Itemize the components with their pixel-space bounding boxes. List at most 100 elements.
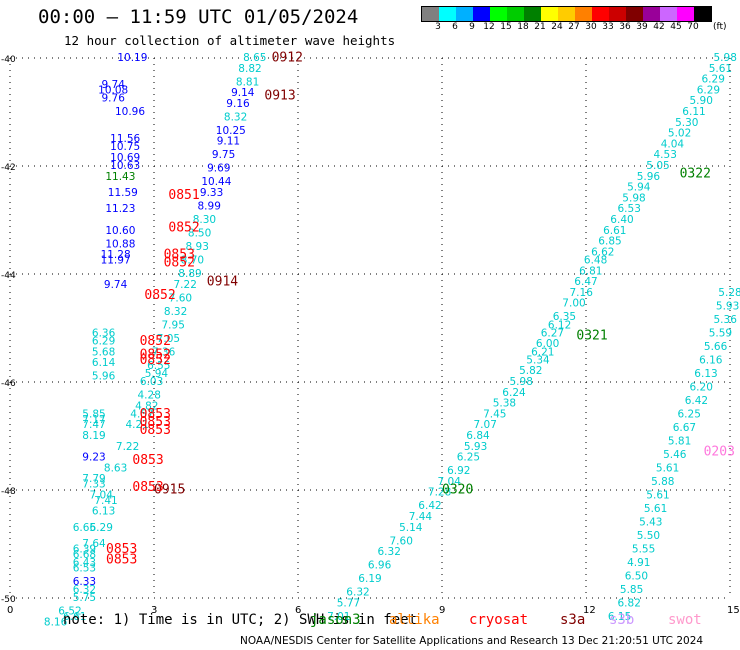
wave-height-label: 6.43 xyxy=(73,557,96,569)
pass-time-marker: 0853 xyxy=(140,407,171,422)
wave-height-label: 5.34 xyxy=(526,354,550,366)
wave-height-label: 8.63 xyxy=(104,462,127,474)
wave-height-label: 6.25 xyxy=(457,452,480,464)
color-swatch-12 xyxy=(626,7,643,21)
x-tick-label: 12 xyxy=(583,605,596,616)
color-swatch-15 xyxy=(677,7,694,21)
wave-height-label: 5.46 xyxy=(663,449,687,461)
wave-height-label: 6.68 xyxy=(73,549,96,561)
color-scale-label: 24 xyxy=(551,22,563,32)
wave-height-label: 6.29 xyxy=(90,522,113,534)
wave-height-label: 8.81 xyxy=(236,76,259,88)
wave-height-label: 10.60 xyxy=(105,225,135,237)
legend-altika: altika xyxy=(389,612,440,628)
wave-height-label: 5.93 xyxy=(716,300,739,312)
color-scale-label: 9 xyxy=(469,22,475,32)
wave-height-label: 6.32 xyxy=(378,546,401,558)
wave-height-label: 7.33 xyxy=(82,479,105,491)
legend-swot: swot xyxy=(668,612,702,628)
wave-height-label: 7.95 xyxy=(162,319,185,331)
wave-height-label: 6.96 xyxy=(368,560,392,572)
color-scale-label: 36 xyxy=(619,22,631,32)
color-swatch-6 xyxy=(524,7,541,21)
wave-height-label: 7.04 xyxy=(438,476,462,488)
color-swatch-4 xyxy=(490,7,507,21)
wave-height-label: 6.35 xyxy=(553,311,576,323)
pass-time-marker: 0853 xyxy=(132,453,163,468)
wave-height-label: 10.69 xyxy=(110,152,140,164)
pass-time-marker: 0852 xyxy=(140,348,171,363)
wave-height-label: 6.00 xyxy=(536,338,559,350)
wave-height-label: 6.81 xyxy=(579,265,602,277)
wave-height-label: 4.04 xyxy=(661,138,685,150)
y-tick-label: -48 xyxy=(1,487,16,497)
wave-height-label: 7.00 xyxy=(562,298,585,310)
wave-height-label: 9.33 xyxy=(200,187,223,199)
color-scale-labels: 3 6 9 12 15 18 21 24 27 30 33 36 39 42 45 70 xyxy=(421,22,740,34)
color-scale-label: 12 xyxy=(483,22,495,32)
color-scale-label: 45 xyxy=(670,22,682,32)
wave-height-label: 6.21 xyxy=(531,346,554,358)
wave-height-label: 6.13 xyxy=(694,368,717,380)
wave-height-label: 6.16 xyxy=(699,354,723,366)
pass-time-marker: 0914 xyxy=(207,275,238,290)
color-swatch-11 xyxy=(609,7,626,21)
wave-height-label: 10.44 xyxy=(201,176,231,188)
wave-height-label: 5.59 xyxy=(709,327,732,339)
footer-note: note: 1) Time is in UTC; 2) SWH is in fe… xyxy=(63,612,418,628)
wave-height-label: 6.65 xyxy=(73,522,96,534)
color-swatch-3 xyxy=(473,7,490,21)
wave-height-label: 6.24 xyxy=(502,387,526,399)
legend-s3a: s3a xyxy=(560,612,586,628)
wave-height-label: 7.79 xyxy=(82,473,105,485)
wave-height-label: 6.53 xyxy=(73,562,96,574)
color-swatch-2 xyxy=(456,7,473,21)
wave-height-label: 5.98 xyxy=(622,192,645,204)
chart-title: 00:00 – 11:59 UTC 01/05/2024 xyxy=(38,6,359,28)
pass-time-marker: 0913 xyxy=(264,88,295,103)
color-scale-label: 21 xyxy=(534,22,546,32)
wave-height-label: 6.27 xyxy=(541,327,564,339)
wave-height-label: 6.42 xyxy=(685,395,708,407)
color-scale-label: 30 xyxy=(585,22,597,32)
wave-height-label: 5.98 xyxy=(714,52,737,64)
wave-height-label: 8.99 xyxy=(198,201,221,213)
wave-height-label: 5.81 xyxy=(668,435,691,447)
y-tick-label: -40 xyxy=(1,55,16,65)
wave-height-label: 5.02 xyxy=(668,128,691,140)
wave-height-label: 11.59 xyxy=(108,187,138,199)
wave-height-label: 6.33 xyxy=(73,576,96,588)
wave-height-label: 8.32 xyxy=(224,111,247,123)
wave-height-label: 6.48 xyxy=(584,255,607,267)
wave-height-label: 10.75 xyxy=(110,141,140,153)
wave-height-label: 5.96 xyxy=(92,371,116,383)
wave-height-label: 7.28 xyxy=(428,487,451,499)
pass-time-marker: 0203 xyxy=(704,445,735,460)
color-scale-label: 33 xyxy=(602,22,614,32)
color-swatch-13 xyxy=(643,7,660,21)
wave-height-label: 9.74 xyxy=(104,279,128,291)
wave-height-label: 5.94 xyxy=(145,368,169,380)
wave-height-label: 5.43 xyxy=(639,516,662,528)
wave-height-label: 5.61 xyxy=(646,489,669,501)
wave-height-label: 5.90 xyxy=(690,95,713,107)
pass-time-marker: 0852 xyxy=(164,256,195,271)
wave-height-label: 7.60 xyxy=(390,535,413,547)
pass-time-marker: 0915 xyxy=(154,483,185,498)
pass-time-marker: 0852 xyxy=(144,288,175,303)
wave-height-label: 6.14 xyxy=(92,357,116,369)
wave-height-label: 11.28 xyxy=(101,249,131,261)
wave-height-label: 5.85 xyxy=(620,584,643,596)
wave-height-label: 5.98 xyxy=(510,376,533,388)
wave-height-label: 6.39 xyxy=(73,543,96,555)
wave-height-label: 5.61 xyxy=(709,63,732,75)
wave-height-label: 7.45 xyxy=(483,408,506,420)
pass-time-marker: 0852 xyxy=(140,334,171,349)
wave-height-label: 10.19 xyxy=(117,52,147,64)
color-swatch-14 xyxy=(660,7,677,21)
wave-height-label: 4.82 xyxy=(135,400,158,412)
wave-height-label: 5.75 xyxy=(73,592,96,604)
wave-height-label: 4.21 xyxy=(126,419,149,431)
color-scale-label: 42 xyxy=(653,22,665,32)
wave-height-label: 5.68 xyxy=(92,346,115,358)
